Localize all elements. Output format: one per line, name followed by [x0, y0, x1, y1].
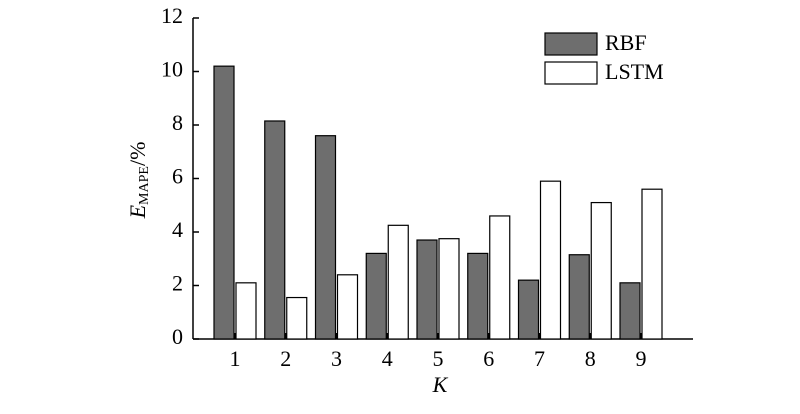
bar — [517, 279, 540, 340]
bar — [590, 201, 612, 340]
bar — [539, 180, 562, 340]
bar — [438, 238, 460, 340]
y-tick-label: 4 — [172, 217, 183, 242]
bar — [213, 65, 235, 340]
x-tick-label: 5 — [433, 346, 444, 371]
y-tick-label: 10 — [161, 57, 183, 82]
y-tick-label: 0 — [172, 324, 183, 349]
y-label-suffix: /% — [125, 142, 150, 166]
x-tick-label: 2 — [280, 346, 291, 371]
bar — [416, 239, 438, 340]
y-tick-label: 12 — [161, 3, 183, 28]
bar — [264, 120, 286, 340]
bar — [619, 282, 641, 340]
y-tick-label: 6 — [172, 164, 183, 189]
bar — [314, 135, 337, 340]
legend-label: RBF — [605, 30, 647, 55]
bar — [235, 282, 257, 340]
x-tick-label: 8 — [585, 346, 596, 371]
x-axis-label: K — [432, 372, 449, 397]
y-axis-label: EMAPE/% — [125, 142, 152, 220]
legend-swatch — [544, 61, 598, 85]
y-tick-label: 2 — [172, 271, 183, 296]
bar — [387, 224, 409, 340]
x-tick-label: 6 — [483, 346, 494, 371]
y-label-main: E — [125, 204, 150, 219]
bar — [365, 252, 387, 340]
x-tick-label: 4 — [382, 346, 393, 371]
bar — [336, 274, 359, 340]
legend-label: LSTM — [605, 59, 664, 84]
legend-swatch — [544, 32, 598, 56]
y-label-sub: MAPE — [137, 166, 152, 205]
bar — [286, 296, 308, 340]
bar — [568, 254, 590, 340]
bar — [467, 252, 489, 340]
x-tick-label: 7 — [534, 346, 545, 371]
x-tick-label: 1 — [230, 346, 241, 371]
bar — [489, 215, 511, 340]
x-tick-label: 3 — [331, 346, 342, 371]
bar — [641, 188, 663, 340]
x-tick-label: 9 — [636, 346, 647, 371]
y-tick-label: 8 — [172, 110, 183, 135]
